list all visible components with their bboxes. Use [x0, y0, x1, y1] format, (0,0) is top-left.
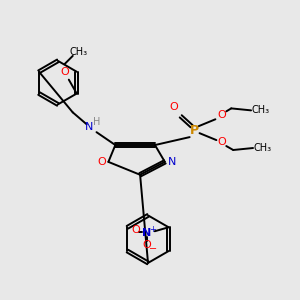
- Text: CH₃: CH₃: [254, 143, 272, 153]
- Text: N: N: [142, 228, 152, 238]
- Text: O: O: [142, 240, 151, 250]
- Text: N: N: [168, 157, 176, 167]
- Text: O: O: [169, 102, 178, 112]
- Text: H: H: [93, 117, 100, 127]
- Text: O: O: [217, 137, 226, 147]
- Text: N: N: [84, 122, 93, 132]
- Text: O: O: [61, 67, 69, 77]
- Text: +: +: [149, 225, 156, 234]
- Text: CH₃: CH₃: [70, 47, 88, 57]
- Text: O: O: [131, 225, 140, 235]
- Text: CH₃: CH₃: [252, 105, 270, 116]
- Text: O: O: [97, 157, 106, 167]
- Text: O: O: [217, 110, 226, 120]
- Text: −: −: [149, 244, 157, 254]
- Text: P: P: [190, 124, 199, 137]
